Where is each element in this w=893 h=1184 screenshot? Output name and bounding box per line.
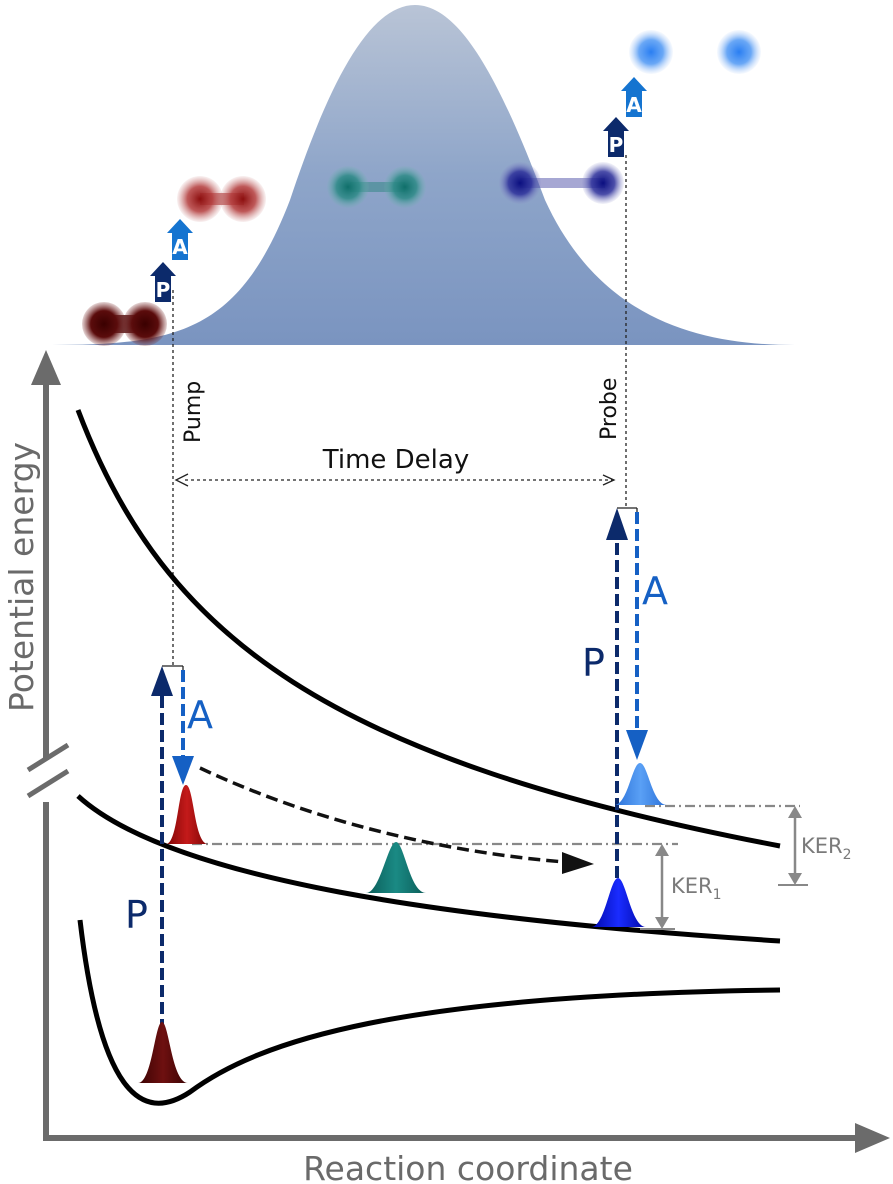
molecule-navy	[499, 162, 624, 204]
probe-P-box-icon: P	[603, 117, 629, 157]
wavepacket-ground	[138, 1022, 188, 1083]
probe-label: Probe	[597, 378, 622, 440]
upper-potential-curve	[75, 409, 781, 849]
molecule-red	[177, 176, 266, 222]
molecule-teal	[327, 166, 426, 208]
ker1-label: KER1	[671, 874, 722, 903]
middle-potential-curve	[76, 794, 781, 944]
x-axis	[43, 1123, 890, 1153]
dissociation-arrow	[199, 766, 594, 874]
y-axis	[26, 350, 70, 1140]
probe-P-label: P	[582, 641, 605, 685]
probe-A-arrow	[626, 512, 648, 760]
probe-A-box-icon: A	[621, 77, 647, 117]
ground-potential-well	[77, 919, 781, 1106]
pump-P-arrow	[151, 666, 173, 1065]
y-axis-label: Potential energy	[2, 442, 41, 712]
pulse-envelope	[52, 5, 795, 345]
svg-text:P: P	[609, 133, 624, 157]
ker2-label: KER2	[801, 834, 852, 863]
pump-P-label: P	[125, 893, 148, 937]
probe-P-arrow	[606, 508, 628, 895]
molecule-dark-red	[82, 302, 167, 346]
wavepacket-teal	[366, 842, 426, 893]
time-delay-arrow-start	[174, 473, 189, 487]
probe-A-label: A	[642, 569, 668, 613]
svg-text:A: A	[172, 235, 188, 259]
wavepacket-excited-red	[166, 785, 208, 844]
ker2-bracket	[788, 806, 802, 885]
wavepacket-blue	[591, 878, 646, 927]
pump-A-label: A	[187, 693, 213, 737]
svg-text:P: P	[156, 278, 171, 302]
svg-text:A: A	[626, 93, 642, 117]
atom-light-blue-1	[629, 30, 673, 74]
ker1-bracket	[655, 844, 669, 929]
pump-A-arrow	[172, 670, 194, 785]
pump-P-box-icon: P	[150, 262, 176, 302]
pump-label: Pump	[181, 381, 206, 443]
time-delay-label: Time Delay	[322, 445, 469, 475]
x-axis-label: Reaction coordinate	[303, 1149, 633, 1184]
atom-light-blue-2	[717, 30, 761, 74]
wavepacket-light-blue	[614, 763, 667, 805]
pump-A-box-icon: A	[167, 219, 193, 260]
